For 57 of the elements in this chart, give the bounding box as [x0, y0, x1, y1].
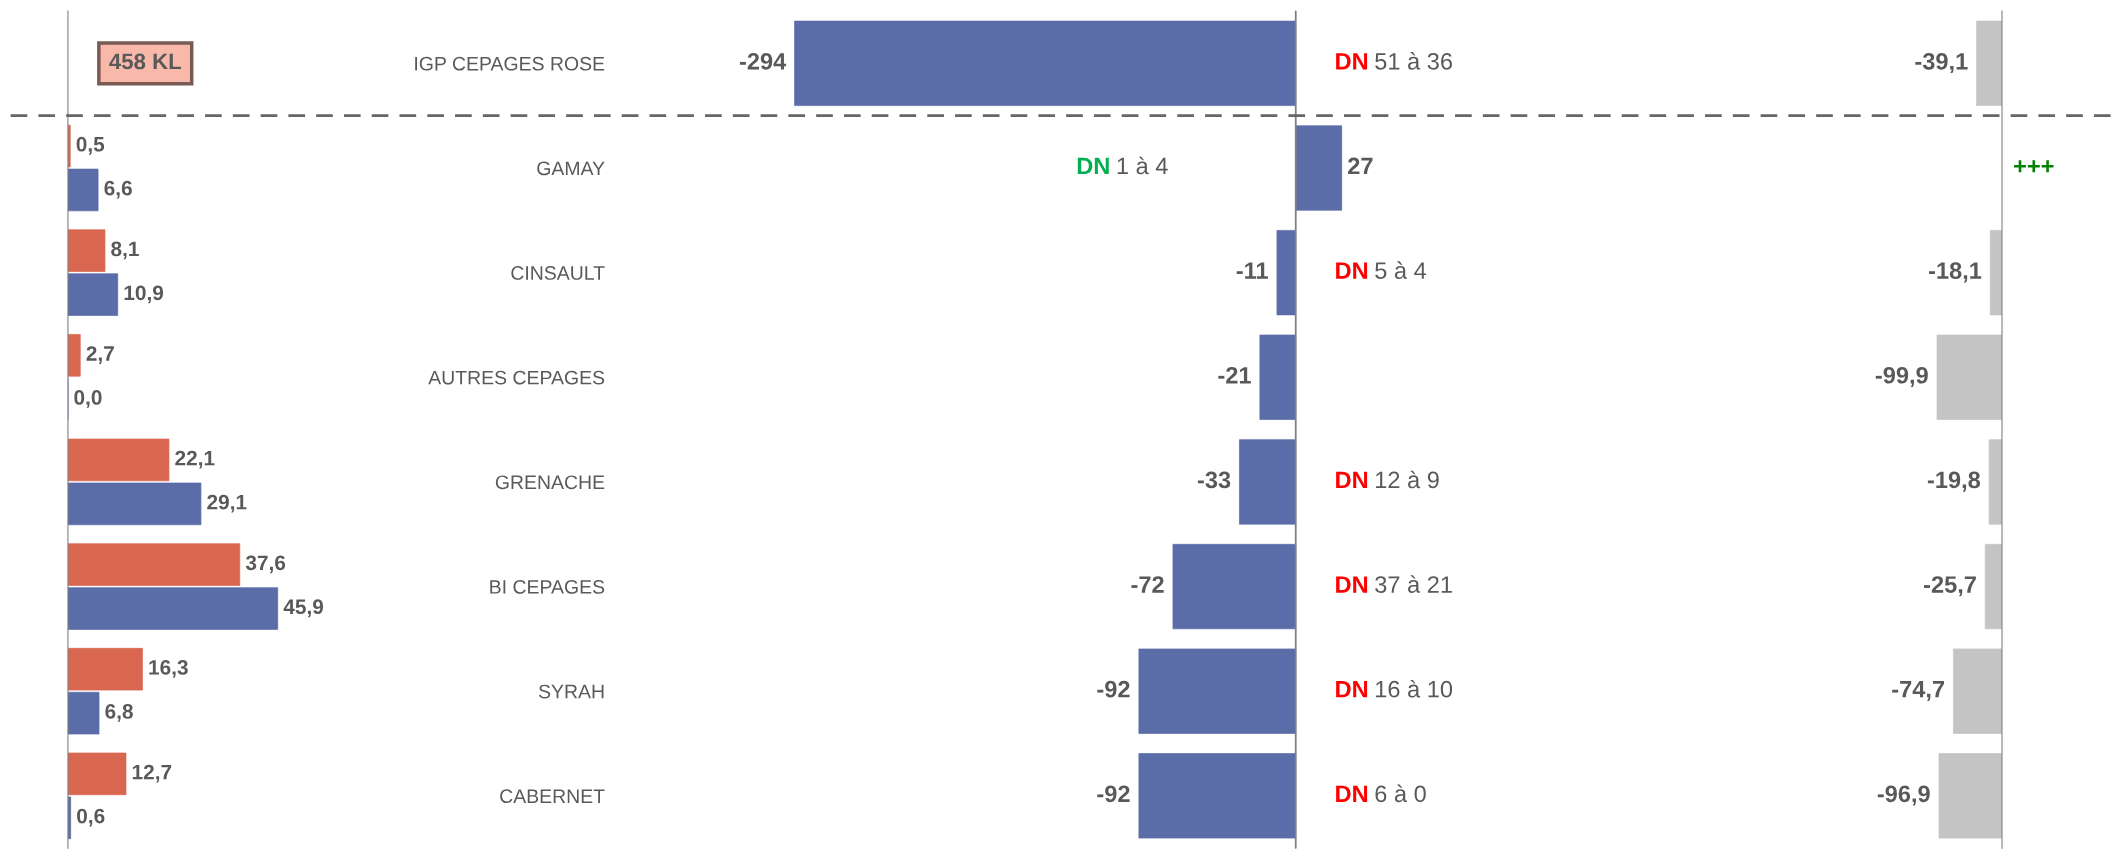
- data-label: 12,7: [132, 764, 172, 783]
- data-label: -72: [1131, 576, 1164, 593]
- y-tick-label: GRENACHE: [495, 475, 605, 490]
- annotation: DN 5 à 4: [1336, 261, 1427, 279]
- data-label: 27: [1348, 157, 1373, 175]
- annotation: DN 1 à 4: [1077, 156, 1168, 175]
- annotation: DN 16 à 10: [1336, 679, 1453, 698]
- data-label: -18,1: [1929, 262, 1982, 283]
- bar: [67, 691, 100, 735]
- data-label: 0,5: [76, 136, 105, 155]
- data-label: -96,9: [1877, 785, 1930, 806]
- data-label: -92: [1097, 785, 1130, 803]
- bar: [67, 168, 99, 212]
- data-label: 29,1: [207, 494, 247, 513]
- data-label: -21: [1218, 366, 1251, 384]
- bar: [67, 273, 119, 316]
- bar: [67, 334, 81, 377]
- bar: [67, 647, 143, 691]
- y-tick-label: CABERNET: [500, 789, 605, 804]
- data-label: 37,6: [245, 555, 286, 574]
- data-label: 0,0: [74, 390, 102, 408]
- bar: [67, 543, 241, 586]
- data-label: 2,7: [86, 346, 114, 364]
- data-label: -25,7: [1924, 576, 1976, 597]
- annotation: DN 51 à 36: [1336, 52, 1452, 70]
- data-label: -11: [1236, 262, 1268, 279]
- data-label: 10,9: [124, 285, 164, 304]
- data-label: -99,9: [1875, 366, 1928, 388]
- data-label: -92: [1097, 680, 1130, 698]
- data-label: -19,8: [1927, 471, 1981, 492]
- data-label: -39,1: [1915, 52, 1968, 74]
- y-tick-label: AUTRES CEPAGES: [428, 370, 605, 385]
- data-label: 6,6: [104, 180, 132, 199]
- bar: [67, 587, 279, 630]
- annotation: DN 6 à 0: [1336, 784, 1426, 803]
- y-tick-label: BI CEPAGES: [490, 580, 605, 594]
- data-label: 16,3: [149, 660, 188, 678]
- data-label: 45,9: [283, 599, 324, 618]
- data-label: -33: [1197, 471, 1231, 489]
- bar: [67, 752, 127, 796]
- data-label: -294: [739, 52, 787, 70]
- data-label: 22,1: [175, 450, 215, 469]
- y-tick-label: CINSAULT: [511, 266, 605, 280]
- y-tick-label: SYRAH: [538, 684, 604, 699]
- data-label: 6,8: [105, 704, 133, 722]
- data-label: -74,7: [1892, 681, 1945, 701]
- y-tick-label: IGP CEPAGES ROSE: [415, 56, 605, 71]
- bar: [67, 438, 170, 482]
- text: +++: [2014, 160, 2054, 173]
- annotation: 458 KL: [109, 53, 182, 70]
- annotation: DN 12 à 9: [1336, 470, 1439, 489]
- y-tick-label: GAMAY: [537, 161, 605, 176]
- bar: [67, 482, 202, 526]
- annotation: DN 37 à 21: [1336, 575, 1452, 593]
- data-label: 8,1: [111, 241, 139, 260]
- bar: [67, 229, 106, 272]
- data-label: 0,6: [77, 808, 105, 827]
